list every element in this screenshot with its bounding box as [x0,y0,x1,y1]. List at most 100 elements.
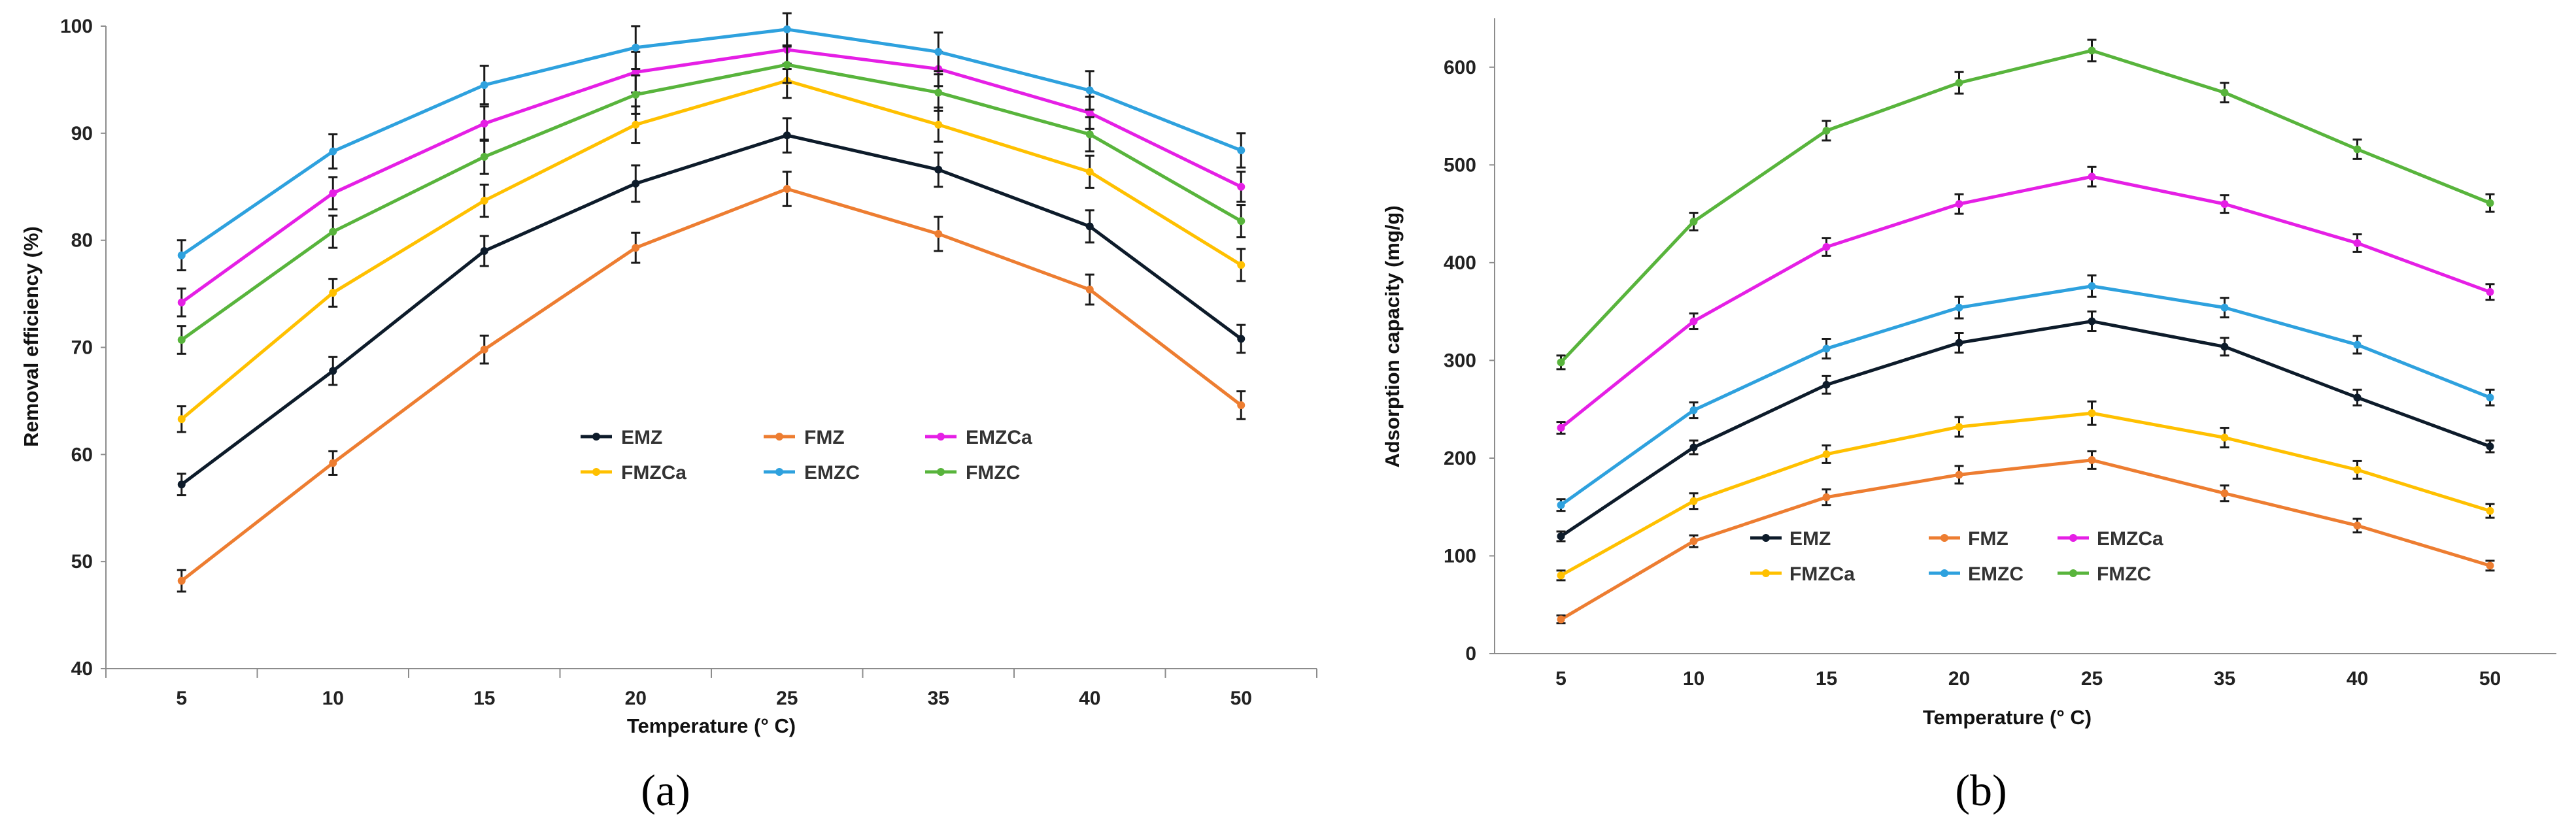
legend-marker [1940,534,1948,542]
data-point [2088,173,2096,181]
legend-label: FMZC [966,462,1020,484]
data-point [329,189,337,197]
data-point [1822,344,1831,353]
data-point [1557,424,1565,432]
y-tick-label: 300 [1444,350,1476,371]
data-point [2220,433,2229,442]
data-point [934,165,943,174]
y-tick-label: 600 [1444,57,1476,78]
data-point [632,43,640,52]
data-point [2353,393,2362,402]
data-point [2486,561,2494,570]
y-tick-label: 80 [71,230,93,252]
data-point [934,48,943,56]
data-point [480,247,488,256]
data-point [1237,401,1246,409]
x-tick-label: 15 [1816,668,1837,690]
data-point [329,459,337,467]
x-tick-label: 5 [176,688,187,709]
x-tick-label: 40 [2347,668,2368,690]
legend-marker [937,433,945,441]
x-tick-label: 20 [625,688,647,709]
data-point [2353,465,2362,474]
legend-label: EMZCa [2097,528,2163,550]
series-line [180,133,1242,486]
legend-marker [937,468,945,476]
y-tick-label: 70 [71,337,93,359]
y-tick-label: 100 [60,16,93,37]
data-point [1689,497,1698,505]
series-fmzc-p1 [1556,39,2495,371]
series-emzc-p0 [177,12,1246,272]
legend-label: FMZ [1968,528,2008,550]
x-tick-label: 25 [776,688,798,709]
data-point [1822,493,1831,501]
series-fmz-p0 [177,171,1246,593]
data-point [1822,242,1831,251]
data-point [1822,380,1831,389]
data-point [632,244,640,252]
series-line [1560,320,2491,538]
series-line [180,187,1242,582]
data-point [2088,409,2096,418]
data-point [329,147,337,156]
series-line [180,48,1242,304]
panel-label-b: (b) [1955,765,2007,815]
series-fmzca-p1 [1556,400,2495,582]
y-tick-label: 200 [1444,448,1476,469]
data-point [1689,443,1698,452]
data-point [1689,537,1698,546]
series-emzca-p0 [177,29,1246,318]
data-point [1689,406,1698,414]
data-point [2486,507,2494,515]
xlabel-b: Temperature (° C) [1923,706,2092,729]
legend-marker [2069,534,2077,542]
panel-label-a: (a) [641,765,690,815]
data-point [329,227,337,236]
legend-marker [1940,569,1948,577]
legend-marker [2069,569,2077,577]
legend-label: EMZCa [966,427,1032,448]
data-point [329,288,337,297]
data-point [934,120,943,129]
data-point [783,25,791,33]
legend-marker [775,468,783,476]
series-line [1559,175,2491,429]
chart-panel-a: Removal efficiency (%) Temperature (° C)… [20,12,1317,815]
y-tick-label: 50 [71,551,93,573]
data-point [480,345,488,354]
series-line [1559,48,2491,364]
chart-panel-b: Adsorption capacity (mg/g) Temperature (… [1381,18,2556,815]
series-emzc-p1 [1556,274,2495,512]
data-point [177,298,186,307]
data-point [2353,522,2362,530]
data-point [934,88,943,97]
data-point [1955,339,1963,347]
data-point [1955,200,1963,208]
data-point [2220,200,2229,208]
data-point [1237,335,1246,343]
x-tick-label: 15 [473,688,495,709]
ylabel-a: Removal efficiency (%) [20,226,42,447]
data-point [2220,342,2229,351]
data-point [783,60,791,69]
series-line [1560,284,2491,507]
data-point [1822,126,1831,135]
data-point [632,179,640,188]
data-point [2220,88,2229,97]
data-point [783,131,791,140]
legend-label: FMZC [2097,563,2151,585]
data-point [2353,239,2362,247]
data-point [480,152,488,161]
y-tick-label: 90 [71,123,93,144]
x-tick-label: 5 [1555,668,1567,690]
data-point [2220,489,2229,497]
x-tick-label: 40 [1079,688,1100,709]
data-point [1085,86,1094,95]
y-tick-label: 60 [71,444,93,465]
legend-marker [1762,534,1770,542]
y-tick-label: 500 [1444,154,1476,176]
x-tick-label: 10 [1683,668,1704,690]
data-point [1237,217,1246,225]
